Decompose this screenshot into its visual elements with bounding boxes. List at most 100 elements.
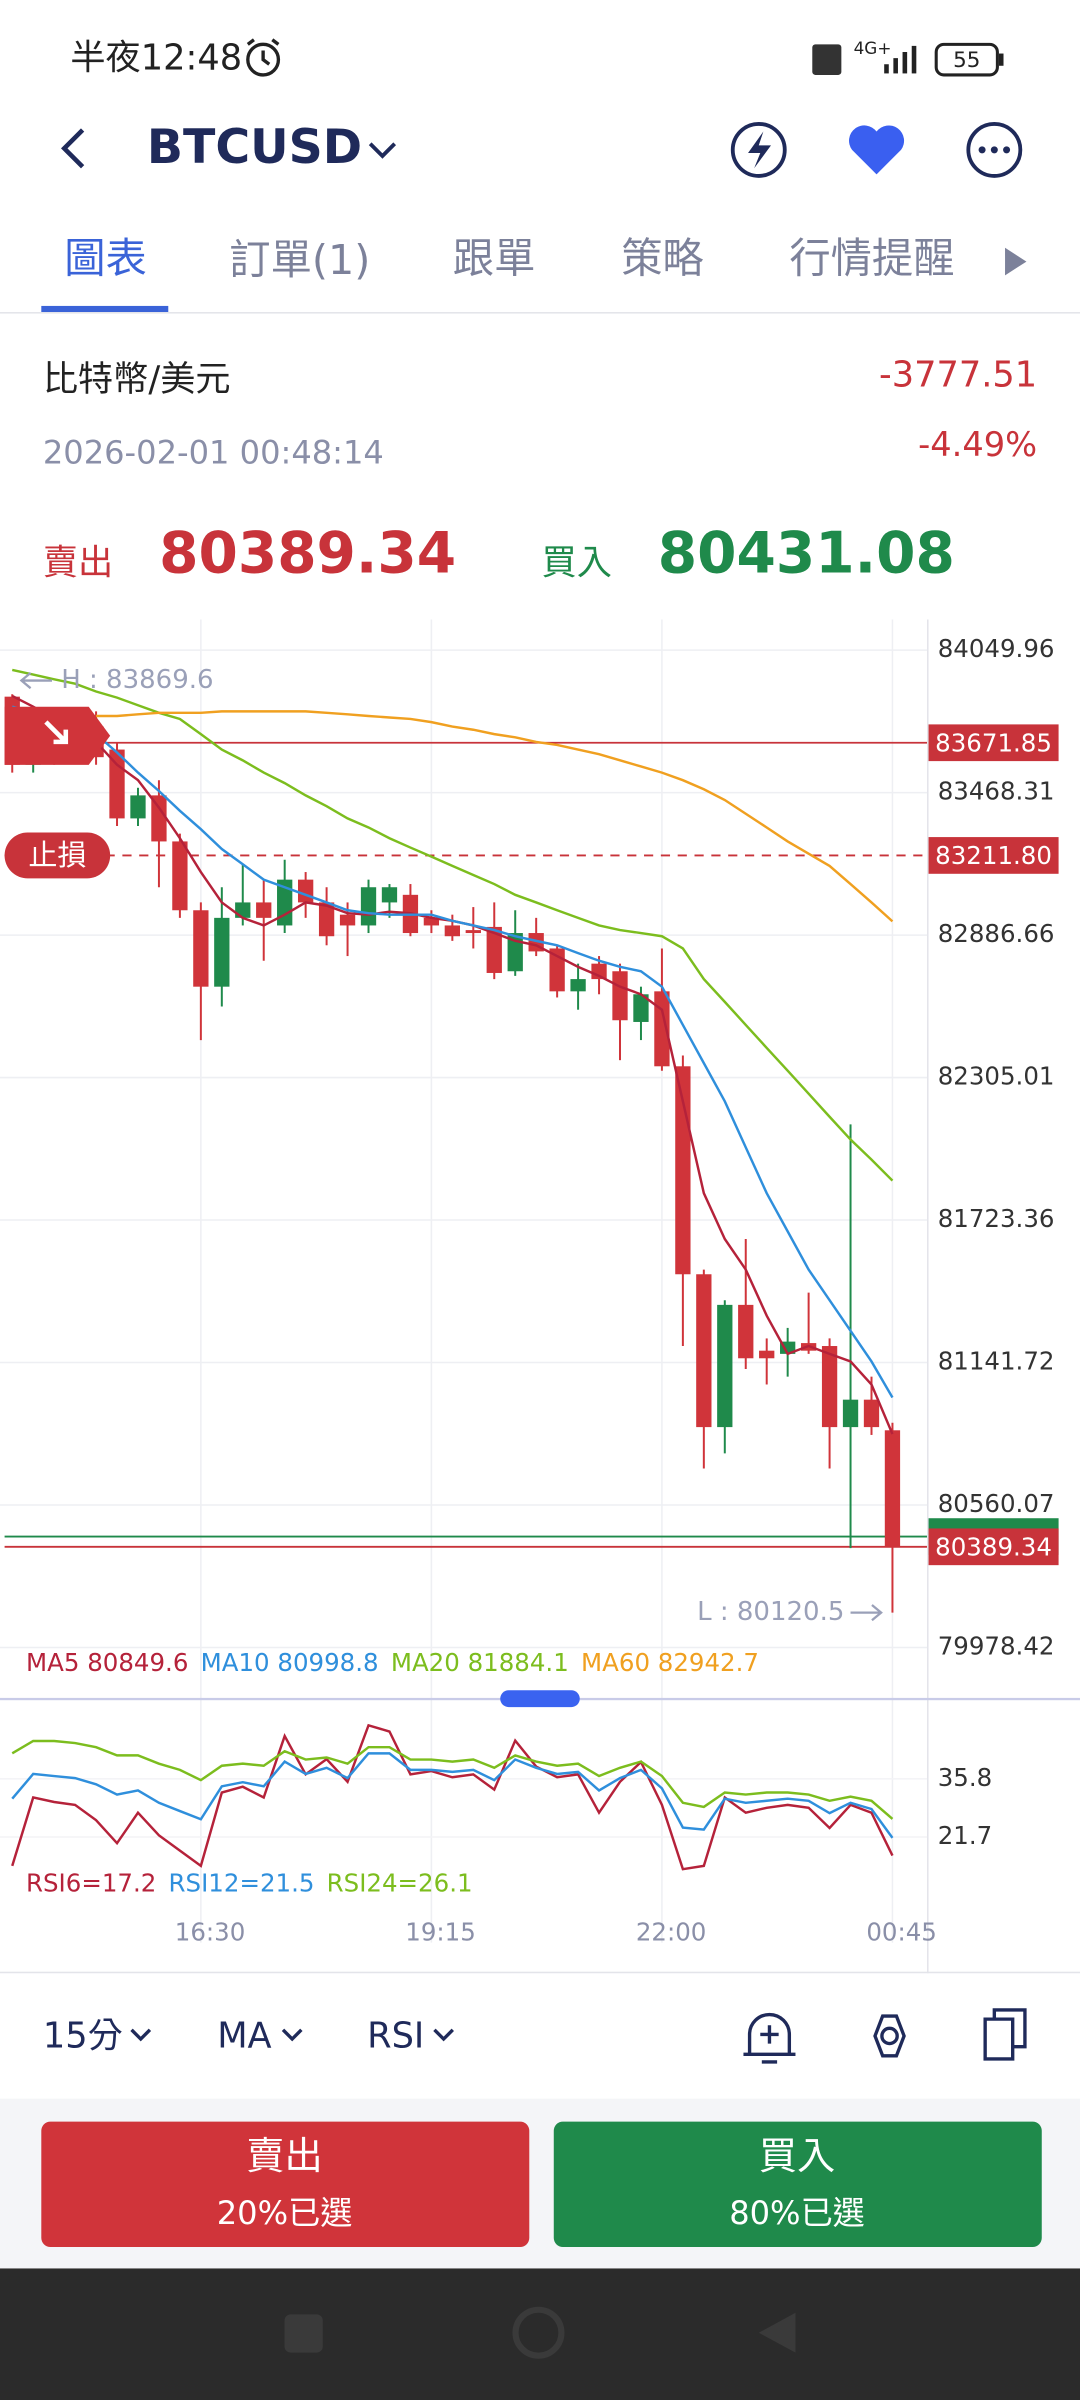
tab[interactable]: 跟單 bbox=[453, 235, 536, 283]
symbol-title[interactable]: BTCUSD bbox=[147, 120, 362, 175]
battery-level: 55 bbox=[953, 48, 980, 73]
legend-entry: MA20 81884.1 bbox=[391, 1648, 569, 1677]
dropdown-icon bbox=[433, 2028, 454, 2042]
order-marker[interactable] bbox=[4, 706, 111, 765]
candle-body bbox=[570, 979, 586, 992]
candle-body bbox=[863, 1399, 880, 1428]
alarm-icon bbox=[246, 38, 281, 77]
sell-button-label: 賣出 bbox=[246, 2135, 322, 2179]
panel-resize-handle[interactable] bbox=[500, 1690, 580, 1708]
battery-tip bbox=[998, 53, 1004, 66]
volte-icon bbox=[812, 44, 842, 75]
rotate-button[interactable] bbox=[983, 2008, 1027, 2061]
tabs-divider bbox=[0, 312, 1080, 314]
candle-body bbox=[381, 887, 398, 903]
candle-body bbox=[486, 926, 502, 973]
chart-overlay: 83671.85 83211.80 止損 80389.34 H : 83869.6 L :… bbox=[4, 665, 1059, 1627]
interval-selector[interactable]: 15分 bbox=[43, 2015, 123, 2056]
low-arrow bbox=[850, 1604, 883, 1622]
price-change: -3777.51 bbox=[879, 354, 1037, 395]
legend-entry: MA5 80849.6 bbox=[26, 1648, 188, 1677]
tab[interactable]: 行情提醒 bbox=[789, 235, 954, 283]
flash-button[interactable] bbox=[730, 121, 787, 178]
price-tag bbox=[928, 724, 1059, 762]
candle-body bbox=[696, 1274, 712, 1428]
nav-recents[interactable] bbox=[284, 2314, 323, 2353]
high-label: H : 83869.6 bbox=[61, 665, 213, 695]
tabs-scroll-arrow[interactable] bbox=[1005, 247, 1027, 276]
price-change-percent: -4.49% bbox=[918, 425, 1037, 464]
more-button[interactable] bbox=[966, 121, 1023, 178]
candle-body bbox=[214, 917, 230, 987]
y-tick-label: 83468.31 bbox=[938, 777, 1055, 806]
tab[interactable]: 圖表 bbox=[64, 235, 147, 283]
candle-body bbox=[717, 1304, 733, 1428]
line-note: 止損 bbox=[28, 838, 86, 872]
price-tag-label: 83211.80 bbox=[935, 841, 1052, 870]
candle-body bbox=[193, 910, 209, 987]
sell-button-sub: 20%已選 bbox=[217, 2194, 353, 2232]
candle-body bbox=[884, 1430, 901, 1547]
buy-button[interactable]: 買入 80%已選 bbox=[553, 2121, 1042, 2248]
rsi-panel: 35.8 21.7 bbox=[0, 1723, 992, 1871]
price-tag bbox=[928, 837, 1059, 874]
high-arrow bbox=[19, 672, 53, 690]
nav-back[interactable] bbox=[758, 2312, 796, 2353]
tab[interactable]: 訂單(1) bbox=[229, 236, 370, 284]
dropdown-icon bbox=[281, 2028, 303, 2042]
indicator-line bbox=[11, 1752, 894, 1839]
candle-body bbox=[444, 925, 460, 937]
candle-body bbox=[318, 902, 335, 937]
candle-body bbox=[339, 914, 356, 926]
alert-button[interactable] bbox=[743, 2012, 796, 2064]
x-tick-label: 16:30 bbox=[175, 1917, 246, 1946]
sell-button[interactable]: 賣出 20%已選 bbox=[41, 2121, 530, 2248]
candle-body bbox=[612, 971, 628, 1021]
tab[interactable]: 策略 bbox=[621, 235, 704, 283]
instrument-name: 比特幣/美元 bbox=[43, 359, 231, 400]
indicator-line bbox=[11, 1739, 894, 1820]
legend-entry: RSI6=17.2 bbox=[26, 1869, 156, 1898]
indicator-line bbox=[11, 705, 894, 1399]
main-indicator-selector[interactable]: MA bbox=[217, 2015, 271, 2056]
candle-body bbox=[360, 887, 377, 926]
signal-icon bbox=[884, 45, 917, 74]
y-tick-label: 81723.36 bbox=[938, 1204, 1055, 1233]
price-tag-label: 83671.85 bbox=[935, 728, 1052, 757]
buy-button-sub: 80%已選 bbox=[729, 2194, 865, 2232]
status-time: 半夜12:48 bbox=[70, 38, 242, 79]
dropdown-icon bbox=[130, 2028, 152, 2042]
settings-button[interactable] bbox=[873, 2014, 906, 2058]
symbol-dropdown[interactable] bbox=[368, 142, 397, 159]
favorite-button[interactable] bbox=[849, 125, 905, 175]
buy-button-label: 買入 bbox=[759, 2135, 835, 2179]
x-tick-label: 22:00 bbox=[636, 1917, 707, 1946]
legend-entry: RSI24=26.1 bbox=[327, 1869, 473, 1898]
y-tick-label: 35.8 bbox=[938, 1763, 992, 1792]
x-tick-label: 19:15 bbox=[405, 1917, 476, 1946]
back-button[interactable] bbox=[61, 128, 85, 169]
legend-entry: MA10 80998.8 bbox=[201, 1648, 379, 1677]
nav-home[interactable] bbox=[512, 2306, 565, 2359]
price-tag-label: 80389.34 bbox=[935, 1532, 1052, 1561]
candle-body bbox=[821, 1346, 838, 1428]
y-tick-label: 21.7 bbox=[938, 1821, 992, 1850]
candle-body bbox=[172, 841, 188, 911]
x-tick-label: 00:45 bbox=[866, 1917, 937, 1946]
sell-price: 80389.34 bbox=[159, 520, 456, 586]
price-axis-border bbox=[927, 619, 929, 1974]
candle-body bbox=[130, 795, 146, 819]
chart-grid: 84049.96 83468.31 82886.66 82305.01 81723.36… bbox=[0, 619, 1055, 1974]
sell-label: 賣出 bbox=[43, 542, 113, 583]
legends: MA5 80849.6 MA10 80998.8 MA20 81884.1 MA60 … bbox=[26, 1648, 759, 1897]
indicator-line bbox=[11, 1723, 894, 1871]
indicator-line bbox=[96, 710, 894, 923]
line-note-badge[interactable] bbox=[4, 832, 111, 879]
sub-indicator-selector[interactable]: RSI bbox=[367, 2015, 424, 2056]
candle-body bbox=[654, 991, 670, 1067]
network-type: 4G+ bbox=[854, 38, 892, 58]
candle-body bbox=[465, 930, 481, 934]
